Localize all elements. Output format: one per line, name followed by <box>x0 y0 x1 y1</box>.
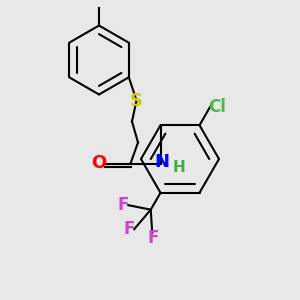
Text: Cl: Cl <box>208 98 226 116</box>
Text: S: S <box>130 92 143 110</box>
Text: F: F <box>147 230 158 247</box>
Text: H: H <box>172 160 185 175</box>
Text: N: N <box>154 153 169 171</box>
Text: F: F <box>123 220 134 238</box>
Text: F: F <box>117 196 128 214</box>
Text: O: O <box>91 154 106 172</box>
